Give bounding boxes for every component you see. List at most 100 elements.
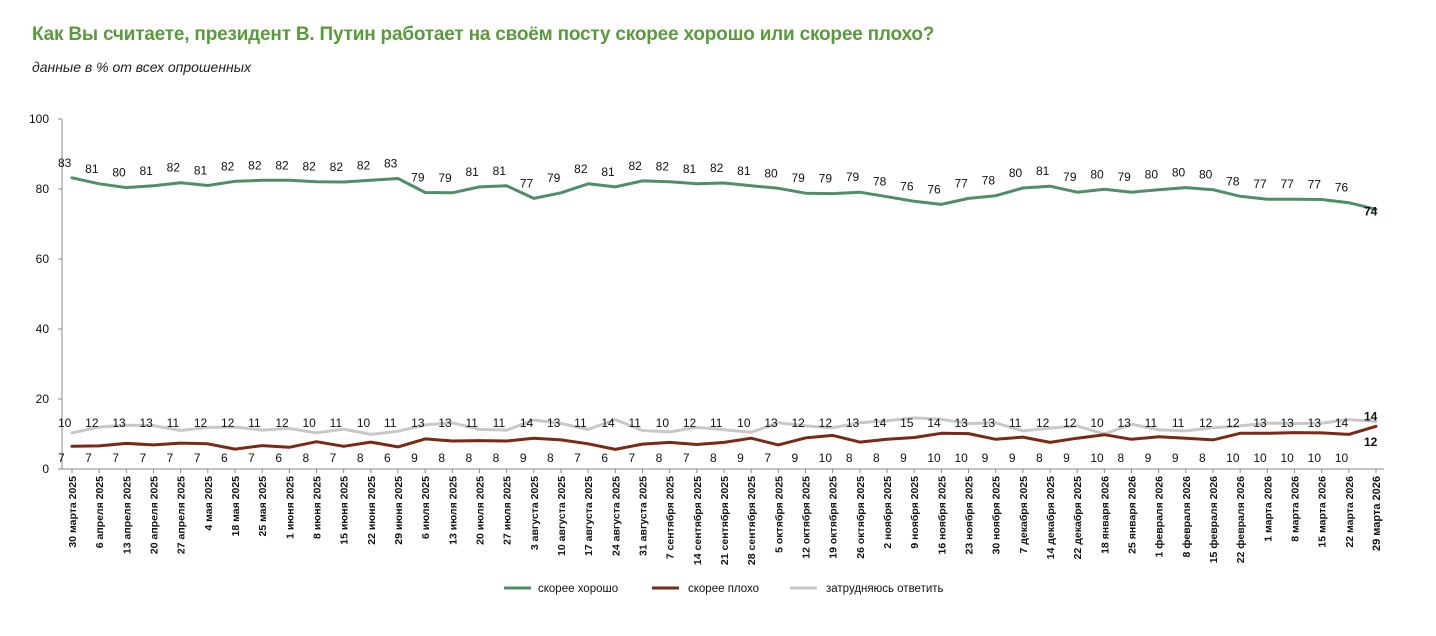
x-tick-label: 22 декабря 2025: [1072, 476, 1084, 560]
bad-value-label: 8: [547, 451, 554, 465]
bad-value-label: 8: [656, 451, 663, 465]
bad-value-label: 10: [819, 451, 833, 465]
bad-value-label: 8: [1036, 451, 1043, 465]
bad-value-label: 10: [1226, 451, 1240, 465]
bad-value-label: 6: [275, 451, 282, 465]
unsure-value-label: 11: [493, 416, 506, 430]
unsure-value-label: 11: [629, 416, 642, 430]
y-tick-label: 0: [42, 462, 49, 476]
x-tick-label: 16 ноября 2025: [936, 476, 948, 555]
bad-value-label: 7: [140, 451, 147, 465]
unsure-value-label: 10: [737, 416, 751, 430]
bad-value-label: 8: [710, 451, 717, 465]
unsure-value-label: 13: [764, 416, 778, 430]
x-tick-label: 8 февраля 2026: [1181, 476, 1193, 558]
x-tick-label: 22 февраля 2026: [1235, 476, 1247, 563]
good-value-label: 77: [1308, 178, 1322, 192]
x-tick-label: 14 декабря 2025: [1045, 476, 1057, 560]
x-tick-label: 14 сентября 2025: [692, 476, 704, 565]
x-tick-label: 29 июня 2025: [393, 476, 405, 545]
bad-value-label: 9: [900, 451, 907, 465]
unsure-value-label: 14: [873, 416, 887, 430]
bad-value-label: 7: [629, 451, 636, 465]
bad-value-label: 10: [955, 451, 969, 465]
unsure-value-label: 12: [1199, 416, 1213, 430]
unsure-value-label: 12: [1063, 416, 1077, 430]
unsure-value-label: 11: [710, 416, 723, 430]
bad-value-label: 8: [1199, 451, 1206, 465]
x-tick-label: 7 декабря 2025: [1018, 476, 1030, 554]
good-value-label: 77: [520, 176, 534, 190]
x-tick-label: 15 июня 2025: [339, 476, 351, 545]
x-tick-label: 19 октября 2025: [828, 476, 840, 559]
y-tick-label: 40: [36, 322, 50, 336]
good-value-label: 79: [792, 171, 806, 185]
x-tick-label: 21 сентября 2025: [719, 476, 731, 565]
x-tick-label: 17 августа 2025: [583, 476, 595, 556]
good-value-label: 81: [737, 164, 751, 178]
x-tick-label: 28 сентября 2025: [746, 476, 758, 565]
bad-value-label: 8: [846, 451, 853, 465]
unsure-value-label: 13: [547, 416, 561, 430]
good-value-label: 79: [438, 171, 452, 185]
unsure-value-label: 14: [927, 416, 941, 430]
good-value-label: 82: [221, 159, 235, 173]
bad-value-label: 9: [1009, 451, 1016, 465]
bad-value-label: 7: [194, 451, 201, 465]
bad-value-label: 7: [248, 451, 255, 465]
good-value-label: 76: [1335, 181, 1349, 195]
bad-value-label: 8: [493, 451, 500, 465]
bad-value-label: 6: [221, 451, 228, 465]
unsure-value-label: 12: [792, 416, 806, 430]
unsure-value-label: 14: [520, 416, 534, 430]
x-tick-label: 1 июня 2025: [284, 476, 296, 539]
unsure-value-label: 11: [248, 416, 261, 430]
good-value-label: 74: [1364, 204, 1378, 218]
chart-title: Как Вы считаете, президент В. Путин рабо…: [32, 24, 935, 45]
bad-value-label: 7: [574, 451, 581, 465]
unsure-value-label: 13: [112, 416, 126, 430]
good-value-label: 82: [629, 159, 643, 173]
unsure-value-label: 12: [1036, 416, 1050, 430]
bad-value-label: 9: [1172, 451, 1179, 465]
legend-label-bad: скорее плохо: [688, 583, 759, 595]
bad-value-label: 8: [466, 451, 473, 465]
bad-value-label: 9: [411, 451, 418, 465]
good-value-label: 81: [140, 164, 154, 178]
bad-value-label: 9: [1145, 451, 1152, 465]
x-tick-label: 31 августа 2025: [638, 476, 650, 556]
x-tick-label: 8 июня 2025: [312, 476, 324, 539]
unsure-value-label: 15: [900, 416, 914, 430]
bad-value-label: 10: [1335, 451, 1349, 465]
unsure-value-label: 12: [275, 416, 289, 430]
x-tick-label: 24 августа 2025: [610, 476, 622, 556]
good-value-label: 82: [574, 162, 588, 176]
good-value-label: 80: [1090, 167, 1104, 181]
x-tick-label: 27 июля 2025: [502, 476, 514, 545]
bad-value-label: 7: [764, 451, 771, 465]
bad-value-label: 7: [85, 451, 92, 465]
unsure-value-label: 12: [194, 416, 208, 430]
unsure-value-label: 12: [85, 416, 99, 430]
legend-label-unsure: затрудняюсь ответить: [826, 583, 944, 595]
x-tick-label: 29 марта 2026: [1371, 476, 1383, 551]
good-value-label: 81: [1036, 164, 1050, 178]
bad-value-label: 8: [1118, 451, 1125, 465]
unsure-value-label: 12: [221, 416, 235, 430]
y-tick-label: 60: [36, 252, 50, 266]
good-value-label: 78: [982, 174, 996, 188]
y-tick-label: 20: [36, 392, 50, 406]
x-tick-label: 7 сентября 2025: [665, 476, 677, 559]
good-value-label: 79: [1063, 170, 1077, 184]
x-tick-label: 12 октября 2025: [801, 476, 813, 559]
bad-value-label: 10: [927, 451, 941, 465]
legend-label-good: скорее хорошо: [538, 583, 618, 595]
x-tick-label: 10 августа 2025: [556, 476, 568, 556]
bad-value-label: 9: [737, 451, 744, 465]
good-value-label: 77: [1253, 177, 1267, 191]
x-tick-label: 13 апреля 2025: [121, 476, 133, 554]
good-value-label: 78: [873, 175, 887, 189]
bad-value-label: 7: [167, 451, 174, 465]
good-value-label: 76: [900, 179, 914, 193]
good-value-label: 82: [275, 158, 289, 172]
